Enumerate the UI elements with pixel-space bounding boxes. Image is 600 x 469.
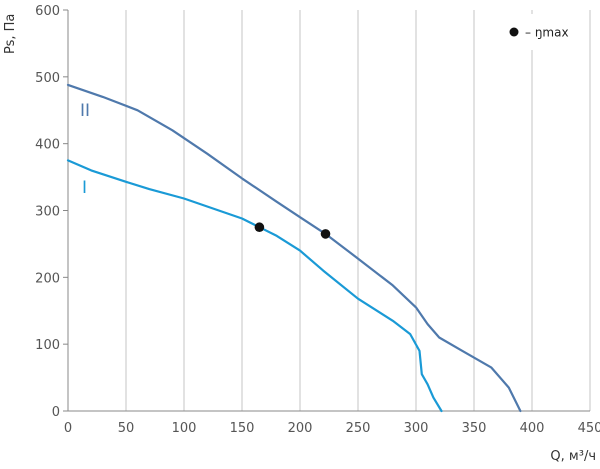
y-tick-label: 0 bbox=[52, 405, 60, 420]
y-tick-label: 100 bbox=[35, 338, 60, 353]
legend-marker bbox=[509, 27, 519, 37]
x-tick-label: 100 bbox=[172, 421, 197, 436]
x-tick-label: 450 bbox=[578, 421, 600, 436]
axes bbox=[63, 9, 590, 412]
x-axis-title: Q, м³/ч bbox=[550, 449, 596, 464]
x-tick-label: 300 bbox=[404, 421, 429, 436]
y-tick-label: 600 bbox=[35, 4, 60, 19]
x-tick-label: 150 bbox=[230, 421, 255, 436]
max-efficiency-markers bbox=[254, 222, 331, 239]
legend: – ŋmax bbox=[505, 14, 579, 50]
series-label-ii: II bbox=[80, 101, 90, 121]
y-tick-label: 500 bbox=[35, 71, 60, 86]
y-axis-title: Ps, Па bbox=[3, 14, 18, 54]
legend-label: – ŋmax bbox=[525, 26, 569, 40]
x-tick-labels: 0 50 100 150 200 250 300 350 400 450 bbox=[64, 421, 600, 436]
series-label-i: I bbox=[82, 178, 87, 198]
x-tick-label: 400 bbox=[520, 421, 545, 436]
series-lines bbox=[66, 83, 522, 413]
series-line-i bbox=[66, 159, 443, 413]
y-tick-labels: 0 100 200 300 400 500 600 bbox=[35, 4, 60, 420]
y-tick-label: 300 bbox=[35, 205, 60, 220]
y-tick-label: 400 bbox=[35, 138, 60, 153]
max-efficiency-point-i bbox=[254, 222, 265, 233]
x-tick-label: 250 bbox=[346, 421, 371, 436]
x-tick-label: 50 bbox=[118, 421, 135, 436]
grid-lines bbox=[125, 10, 591, 411]
series-line-ii bbox=[66, 83, 522, 413]
max-efficiency-point-ii bbox=[320, 229, 331, 239]
x-tick-label: 350 bbox=[462, 421, 487, 436]
x-tick-label: 0 bbox=[64, 421, 72, 436]
x-tick-label: 200 bbox=[288, 421, 313, 436]
y-tick-label: 200 bbox=[35, 271, 60, 286]
